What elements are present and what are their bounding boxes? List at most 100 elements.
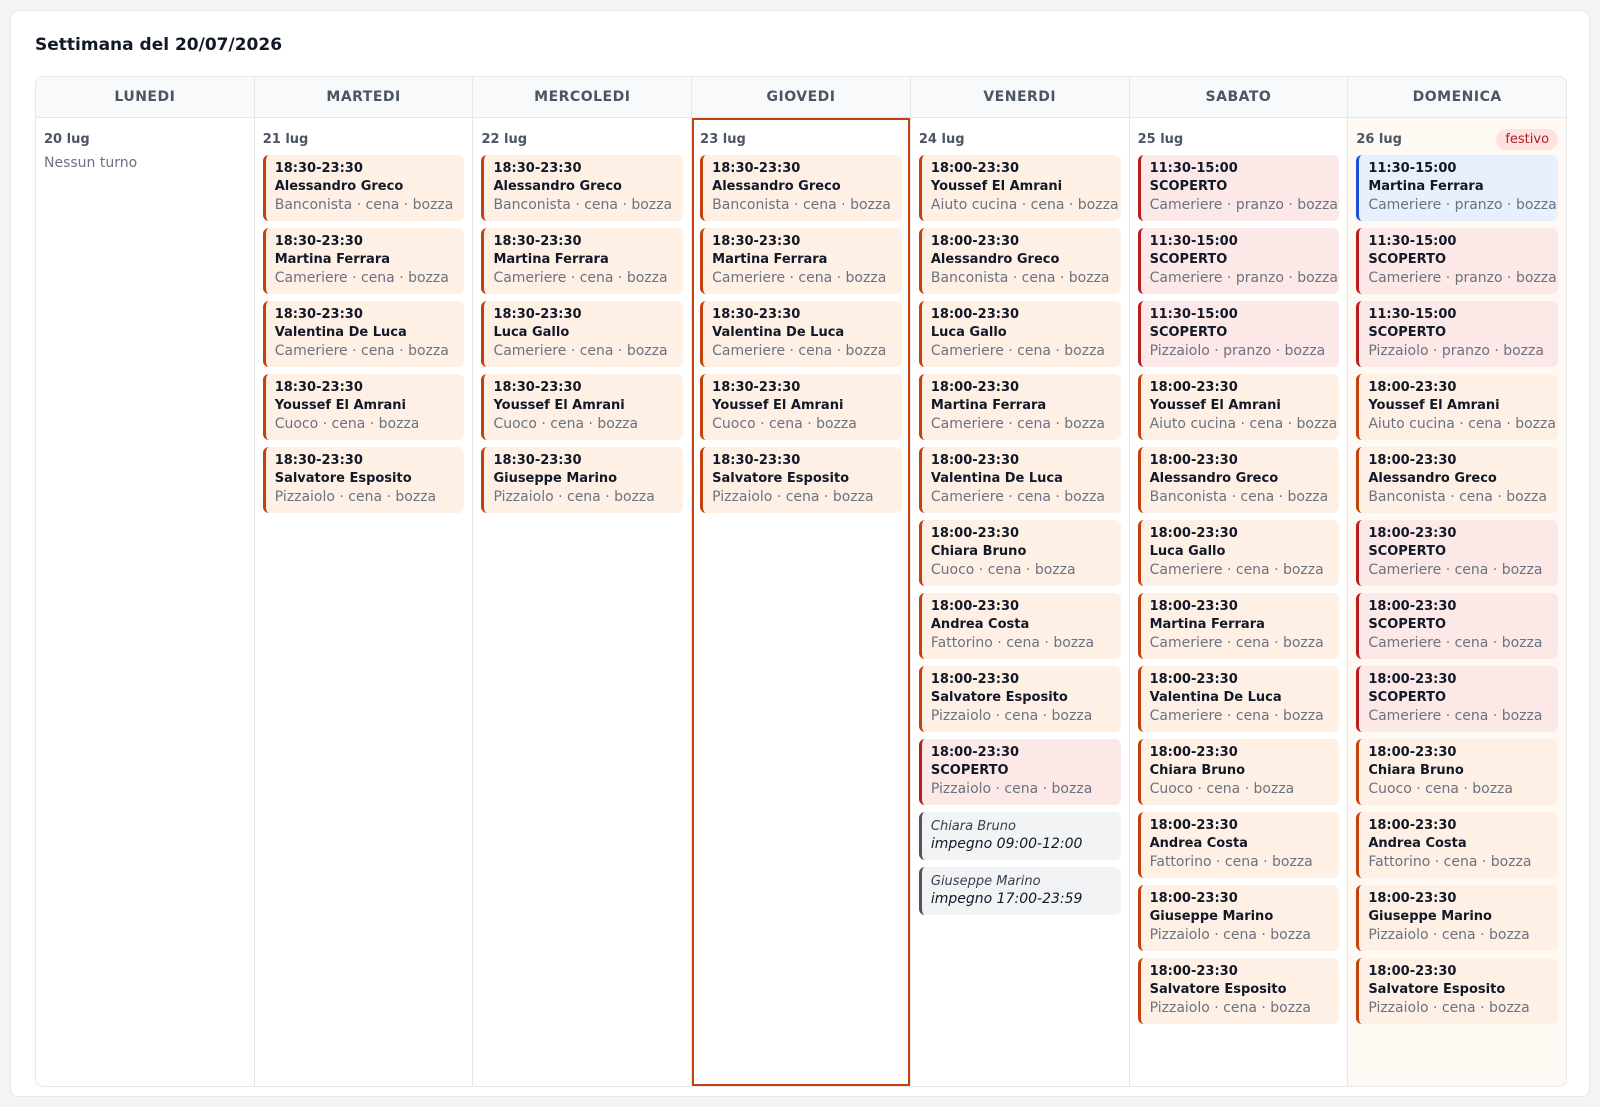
shift-time: 18:30-23:30 xyxy=(274,453,363,468)
shift-card[interactable]: 18:00-23:30 SCOPERTO Cameriere · cena · bo… xyxy=(1356,593,1559,659)
shift-details: Cameriere · cena · bozza xyxy=(1149,708,1324,724)
shift-card[interactable]: 18:00-23:30 Chiara Bruno Cuoco · cena · bo… xyxy=(1356,739,1559,805)
shift-card[interactable]: 18:30-23:30 Alessandro Greco Banconista · … xyxy=(700,155,902,221)
day-date-label: 26 lug xyxy=(1356,131,1402,147)
shift-assignee: Giuseppe Marino xyxy=(493,471,618,486)
shift-card[interactable]: 18:00-23:30 Youssef El Amrani Aiuto cucina… xyxy=(1356,374,1559,440)
shift-card[interactable]: 18:00-23:30 SCOPERTO Pizzaiolo · cena · bo… xyxy=(918,739,1121,805)
day-column-giovedi: GIOVEDI 23 lug 18:30-23:30 Alessandro Greco… xyxy=(692,77,911,1086)
shift-time: 18:00-23:30 xyxy=(1368,380,1457,395)
shift-card[interactable]: 18:00-23:30 SCOPERTO Cameriere · cena · bo… xyxy=(1356,666,1559,732)
shift-assignee: Salvatore Esposito xyxy=(712,471,850,486)
shift-details: Aiuto cucina · cena · bozza xyxy=(1149,416,1338,432)
shift-assignee: Youssef El Amrani xyxy=(1149,398,1281,413)
shift-details: Banconista · cena · bozza xyxy=(274,197,454,213)
shift-card[interactable]: 18:00-23:30 Alessandro Greco Banconista · … xyxy=(1356,447,1559,513)
shift-card[interactable]: 18:00-23:30 SCOPERTO Cameriere · cena · bo… xyxy=(1356,520,1559,586)
shift-details: Pizzaiolo · cena · bozza xyxy=(930,708,1093,724)
shift-assignee: Salvatore Esposito xyxy=(1149,982,1287,997)
shift-assignee: Valentina De Luca xyxy=(712,325,845,340)
shift-assignee: Giuseppe Marino xyxy=(1149,909,1274,924)
shift-card[interactable]: 18:00-23:30 Martina Ferrara Cameriere · ce… xyxy=(918,374,1121,440)
no-shifts-text: Nessun turno xyxy=(44,155,138,171)
shift-card[interactable]: 18:00-23:30 Salvatore Esposito Pizzaiolo ·… xyxy=(1137,958,1340,1024)
shift-card[interactable]: 18:00-23:30 Luca Gallo Cameriere · cena · … xyxy=(918,301,1121,367)
shift-card[interactable]: 18:30-23:30 Youssef El Amrani Cuoco · cena… xyxy=(700,374,902,440)
shift-assignee: Alessandro Greco xyxy=(1149,471,1279,486)
shift-card[interactable]: 18:00-23:30 Andrea Costa Fattorino · cena … xyxy=(1356,812,1559,878)
unavailability-time: impegno 09:00-12:00 xyxy=(930,836,1083,852)
shift-card[interactable]: 18:00-23:30 Alessandro Greco Banconista · … xyxy=(1137,447,1340,513)
shift-card[interactable]: 18:30-23:30 Valentina De Luca Cameriere · … xyxy=(262,301,465,367)
shift-assignee: Martina Ferrara xyxy=(1149,617,1265,632)
shift-card[interactable]: 18:30-23:30 Salvatore Esposito Pizzaiolo ·… xyxy=(262,447,465,513)
shift-assignee: Luca Gallo xyxy=(1149,544,1226,559)
shift-time: 18:30-23:30 xyxy=(493,380,582,395)
shift-assignee: Andrea Costa xyxy=(1368,836,1467,851)
shift-assignee: Martina Ferrara xyxy=(493,252,609,267)
shift-card[interactable]: 18:00-23:30 Valentina De Luca Cameriere · … xyxy=(1137,666,1340,732)
shift-card[interactable]: 18:30-23:30 Youssef El Amrani Cuoco · cena… xyxy=(481,374,684,440)
shift-card[interactable]: 11:30-15:00 Martina Ferrara Cameriere · pr… xyxy=(1356,155,1559,221)
shift-card[interactable]: 18:00-23:30 Alessandro Greco Banconista · … xyxy=(918,228,1121,294)
shift-card[interactable]: 18:00-23:30 Andrea Costa Fattorino · cena … xyxy=(1137,812,1340,878)
shift-card[interactable]: 18:00-23:30 Chiara Bruno Cuoco · cena · bo… xyxy=(918,520,1121,586)
shift-assignee: SCOPERTO xyxy=(1368,617,1447,632)
shift-card[interactable]: 18:00-23:30 Chiara Bruno Cuoco · cena · bo… xyxy=(1137,739,1340,805)
shift-card[interactable]: 11:30-15:00 SCOPERTO Cameriere · pranzo · … xyxy=(1356,228,1559,294)
shift-assignee: Salvatore Esposito xyxy=(274,471,412,486)
shift-details: Aiuto cucina · cena · bozza xyxy=(930,197,1119,213)
unavailability-card[interactable]: Giuseppe Marino impegno 17:00-23:59 xyxy=(918,867,1121,915)
shift-card[interactable]: 18:00-23:30 Youssef El Amrani Aiuto cucina… xyxy=(918,155,1121,221)
shift-card[interactable]: 18:30-23:30 Youssef El Amrani Cuoco · cena… xyxy=(262,374,465,440)
shift-card[interactable]: 18:00-23:30 Valentina De Luca Cameriere · … xyxy=(918,447,1121,513)
shift-card[interactable]: 18:00-23:30 Giuseppe Marino Pizzaiolo · ce… xyxy=(1137,885,1340,951)
day-column-martedi: MARTEDI 21 lug 18:30-23:30 Alessandro Greco… xyxy=(254,77,474,1086)
shift-details: Cameriere · cena · bozza xyxy=(712,343,887,359)
shift-details: Cameriere · pranzo · bozza xyxy=(1149,270,1338,286)
shift-card[interactable]: 11:30-15:00 SCOPERTO Pizzaiolo · pranzo · … xyxy=(1137,301,1340,367)
shift-details: Cameriere · cena · bozza xyxy=(493,270,668,286)
day-body-venerdi: 24 lug 18:00-23:30 Youssef El Amrani Aiuto … xyxy=(911,118,1129,1086)
shift-details: Cameriere · cena · bozza xyxy=(274,270,449,286)
shift-details: Pizzaiolo · cena · bozza xyxy=(1368,927,1530,943)
shift-details: Cameriere · cena · bozza xyxy=(930,416,1105,432)
shift-assignee: SCOPERTO xyxy=(930,763,1009,778)
shift-assignee: SCOPERTO xyxy=(1149,179,1228,194)
shift-card[interactable]: 18:30-23:30 Martina Ferrara Cameriere · ce… xyxy=(700,228,902,294)
shift-card[interactable]: 11:30-15:00 SCOPERTO Cameriere · pranzo · … xyxy=(1137,155,1340,221)
shift-card[interactable]: 18:00-23:30 Salvatore Esposito Pizzaiolo ·… xyxy=(1356,958,1559,1024)
shift-card[interactable]: 18:00-23:30 Andrea Costa Fattorino · cena … xyxy=(918,593,1121,659)
unavailability-person: Chiara Bruno xyxy=(930,819,1016,834)
shift-card[interactable]: 18:00-23:30 Giuseppe Marino Pizzaiolo · ce… xyxy=(1356,885,1559,951)
shift-card[interactable]: 18:30-23:30 Giuseppe Marino Pizzaiolo · ce… xyxy=(481,447,684,513)
day-column-sabato: SABATO 25 lug 11:30-15:00 SCOPERTO Cameriere… xyxy=(1129,77,1349,1086)
shift-card[interactable]: 18:00-23:30 Youssef El Amrani Aiuto cucina… xyxy=(1137,374,1340,440)
shift-card[interactable]: 18:00-23:30 Luca Gallo Cameriere · cena · … xyxy=(1137,520,1340,586)
shift-card[interactable]: 18:30-23:30 Alessandro Greco Banconista · … xyxy=(481,155,684,221)
unavailability-card[interactable]: Chiara Bruno impegno 09:00-12:00 xyxy=(918,812,1121,860)
week-panel: Settimana del 20/07/2026 LUNEDI 20 lug Nes… xyxy=(10,10,1590,1097)
shift-time: 18:00-23:30 xyxy=(930,453,1020,468)
shift-card[interactable]: 18:30-23:30 Martina Ferrara Cameriere · ce… xyxy=(262,228,465,294)
shift-card[interactable]: 18:30-23:30 Luca Gallo Cameriere · cena · … xyxy=(481,301,684,367)
shift-details: Cameriere · cena · bozza xyxy=(930,489,1105,505)
shift-time: 18:00-23:30 xyxy=(1368,672,1457,687)
shift-card[interactable]: 18:30-23:30 Salvatore Esposito Pizzaiolo ·… xyxy=(700,447,902,513)
shift-time: 11:30-15:00 xyxy=(1368,161,1457,176)
shift-card[interactable]: 18:30-23:30 Alessandro Greco Banconista · … xyxy=(262,155,465,221)
holiday-badge: festivo xyxy=(1496,128,1559,150)
shift-time: 18:00-23:30 xyxy=(1368,526,1457,541)
shift-assignee: Luca Gallo xyxy=(930,325,1007,340)
shift-card[interactable]: 18:00-23:30 Salvatore Esposito Pizzaiolo ·… xyxy=(918,666,1121,732)
shift-card[interactable]: 18:30-23:30 Valentina De Luca Cameriere · … xyxy=(700,301,902,367)
shift-card[interactable]: 11:30-15:00 SCOPERTO Pizzaiolo · pranzo · … xyxy=(1356,301,1559,367)
shift-time: 18:30-23:30 xyxy=(493,453,582,468)
shift-assignee: Andrea Costa xyxy=(1149,836,1248,851)
shift-assignee: SCOPERTO xyxy=(1368,252,1447,267)
shift-time: 18:30-23:30 xyxy=(274,380,363,395)
shift-card[interactable]: 11:30-15:00 SCOPERTO Cameriere · pranzo · … xyxy=(1137,228,1340,294)
day-body-giovedi: 23 lug 18:30-23:30 Alessandro Greco Banconi… xyxy=(692,118,910,1086)
shift-card[interactable]: 18:00-23:30 Martina Ferrara Cameriere · ce… xyxy=(1137,593,1340,659)
shift-card[interactable]: 18:30-23:30 Martina Ferrara Cameriere · ce… xyxy=(481,228,684,294)
